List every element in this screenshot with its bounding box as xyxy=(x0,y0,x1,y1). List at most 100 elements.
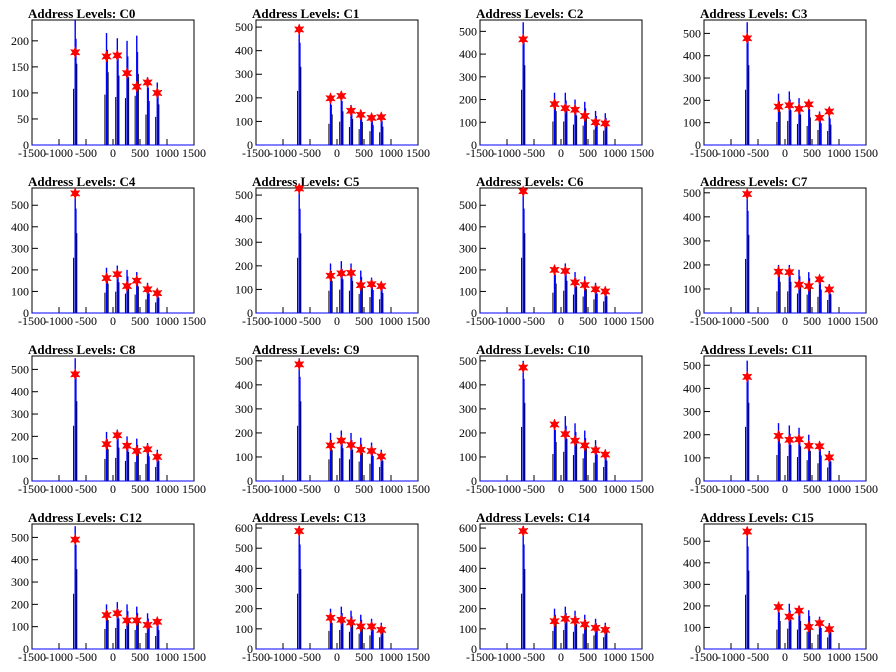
y-tick-label: 300 xyxy=(683,405,701,419)
y-tick-label: 200 xyxy=(11,34,29,48)
y-tick-label: 200 xyxy=(683,258,701,272)
histogram-peak xyxy=(124,604,130,649)
plot-frame xyxy=(703,523,867,650)
peak-marker xyxy=(335,267,347,280)
chart-title: Address Levels: C4 xyxy=(28,174,136,189)
chart-title: Address Levels: C6 xyxy=(476,174,584,189)
chart-panel: Address Levels: C3 0 100 200 300 400 500 -1500-… xyxy=(672,0,896,168)
histogram-peak xyxy=(521,526,526,649)
histogram-peak xyxy=(745,528,750,649)
y-tick-label: 100 xyxy=(459,450,477,464)
x-tick-label: 0 xyxy=(558,314,564,328)
peak-marker xyxy=(142,283,153,296)
peak-marker xyxy=(375,623,387,637)
x-tick-label: 500 xyxy=(803,482,821,496)
y-tick-label: 500 xyxy=(683,358,701,372)
y-tick-label: 200 xyxy=(235,259,253,273)
x-tick-label: 1000 xyxy=(379,482,403,496)
x-tick-label: 1000 xyxy=(603,650,627,664)
peak-marker xyxy=(101,608,112,622)
chart-panel: Address Levels: C14 0 100 200 300 400 500 600 -1… xyxy=(448,504,672,672)
peak-marker xyxy=(579,278,591,292)
x-tick-label: -500 xyxy=(523,146,545,160)
peak-marker xyxy=(345,616,357,629)
y-tick-label: 200 xyxy=(683,599,701,613)
x-tick-label: -1000 xyxy=(45,314,73,328)
y-tick-label: 300 xyxy=(459,241,477,255)
x-tick-label: 1000 xyxy=(155,146,179,160)
peak-marker xyxy=(131,614,143,627)
y-tick-label: 400 xyxy=(459,561,477,575)
x-tick-label: -1500 xyxy=(18,650,46,664)
y-tick-label: 300 xyxy=(235,67,253,81)
chart-title: Address Levels: C13 xyxy=(252,510,366,525)
peak-marker xyxy=(111,429,123,442)
x-tick-label: -1500 xyxy=(242,146,270,160)
peak-marker xyxy=(151,450,163,464)
y-tick-label: 400 xyxy=(683,556,701,570)
peak-marker xyxy=(131,274,143,287)
x-tick-label: -500 xyxy=(523,650,545,664)
plot-frame xyxy=(479,523,643,650)
chart-svg: Address Levels: C12 0 100 200 300 400 500 -1500… xyxy=(11,510,206,664)
peak-marker xyxy=(803,98,815,111)
chart-title: Address Levels: C10 xyxy=(476,342,590,357)
peak-marker xyxy=(293,524,305,538)
histogram-peak xyxy=(521,190,526,313)
peak-marker xyxy=(569,434,581,447)
x-tick-label: -1500 xyxy=(18,314,46,328)
x-tick-label: -1500 xyxy=(18,146,46,160)
histogram-peak xyxy=(328,97,333,145)
histogram-peak xyxy=(521,22,526,145)
peak-marker xyxy=(773,429,784,443)
x-tick-label: -500 xyxy=(299,314,321,328)
peak-marker xyxy=(803,620,815,634)
peak-marker xyxy=(814,616,825,630)
x-tick-label: -1500 xyxy=(690,482,718,496)
histogram-peak xyxy=(572,423,578,481)
chart-panel: Address Levels: C9 0 100 200 300 400 500 -1500-… xyxy=(224,336,448,504)
chart-svg: Address Levels: C10100200300400500-1500-… xyxy=(235,6,430,160)
x-tick-label: 1000 xyxy=(827,650,851,664)
x-tick-label: 1500 xyxy=(630,314,654,328)
peak-marker xyxy=(814,273,825,286)
y-tick-label: 200 xyxy=(683,93,701,107)
x-tick-label: 1000 xyxy=(379,146,403,160)
histogram-peak xyxy=(582,430,587,481)
y-tick-label: 500 xyxy=(459,354,477,368)
y-tick-label: 0 xyxy=(247,474,253,488)
peak-marker xyxy=(599,117,611,130)
x-tick-label: 1000 xyxy=(827,314,851,328)
x-tick-label: 1500 xyxy=(854,146,878,160)
y-tick-label: 200 xyxy=(459,426,477,440)
x-tick-label: 500 xyxy=(579,650,597,664)
histogram-peak xyxy=(776,605,781,649)
peak-marker xyxy=(773,265,784,278)
y-tick-label: 500 xyxy=(683,186,701,200)
x-tick-label: 500 xyxy=(131,146,149,160)
chart-panel: Address Levels: C10 0 100 200 300 400 500 -1500… xyxy=(448,336,672,504)
x-tick-label: 0 xyxy=(334,314,340,328)
x-tick-label: 1500 xyxy=(630,146,654,160)
y-tick-label: 400 xyxy=(11,553,29,567)
peak-marker xyxy=(121,439,133,452)
peak-marker xyxy=(783,433,795,446)
y-tick-label: 200 xyxy=(11,429,29,443)
y-tick-label: 400 xyxy=(683,381,701,395)
chart-svg: Address Levels: C30100200300400500-1500-… xyxy=(683,6,878,160)
peak-marker xyxy=(325,439,336,452)
y-tick-label: 0 xyxy=(23,474,29,488)
chart-svg: Address Levels: C15 0 100 200 300 400 500 -1500… xyxy=(683,510,878,664)
y-tick-label: 100 xyxy=(11,86,29,100)
plot-frame xyxy=(255,355,419,482)
peak-marker xyxy=(793,433,805,446)
y-tick-label: 0 xyxy=(695,474,701,488)
x-tick-label: 500 xyxy=(131,482,149,496)
x-tick-label: -1000 xyxy=(493,146,521,160)
chart-title: Address Levels: C7 xyxy=(700,174,808,189)
x-tick-label: 1000 xyxy=(603,314,627,328)
x-tick-label: 0 xyxy=(558,482,564,496)
peak-marker xyxy=(121,614,133,627)
x-tick-label: -1000 xyxy=(45,650,73,664)
peak-marker xyxy=(121,66,133,80)
